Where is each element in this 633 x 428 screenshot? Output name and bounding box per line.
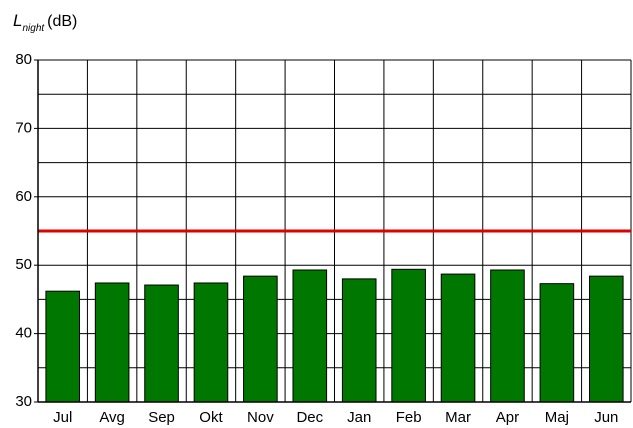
x-tick-label: Jul <box>53 409 72 426</box>
x-tick-label: Mar <box>445 409 471 426</box>
y-tick-label: 60 <box>15 188 32 205</box>
bar <box>490 269 525 403</box>
bar <box>588 275 624 403</box>
x-tick-label: Apr <box>496 409 519 426</box>
x-tick-label: Sep <box>148 409 175 426</box>
y-tick-label: 70 <box>15 119 32 136</box>
y-tick-label: 50 <box>15 256 32 273</box>
bar <box>292 269 328 403</box>
bar <box>539 283 575 403</box>
bar <box>440 273 476 403</box>
bar <box>243 275 278 403</box>
y-label-unit: (dB) <box>47 13 77 30</box>
y-tick-label: 80 <box>15 51 32 68</box>
x-tick-label: Okt <box>199 409 223 426</box>
bar <box>94 282 130 403</box>
bar <box>341 278 377 403</box>
y-tick-label: 30 <box>15 393 32 410</box>
bar <box>45 290 81 403</box>
y-label-sub: night <box>22 23 45 34</box>
y-tick-label: 40 <box>15 325 32 342</box>
x-tick-label: Jun <box>594 409 618 426</box>
x-tick-label: Feb <box>396 409 422 426</box>
bar <box>193 282 229 403</box>
x-tick-label: Dec <box>296 409 323 426</box>
y-label-main: L <box>13 11 22 30</box>
x-tick-label: Maj <box>545 409 569 426</box>
y-axis-label: Lnight (dB) <box>13 11 77 33</box>
x-tick-label: Nov <box>247 409 274 426</box>
x-tick-label: Jan <box>347 409 371 426</box>
bar <box>391 268 426 403</box>
bar <box>144 284 179 403</box>
x-tick-label: Avg <box>99 409 125 426</box>
